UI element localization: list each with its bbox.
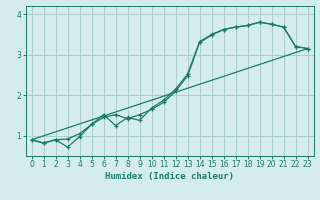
X-axis label: Humidex (Indice chaleur): Humidex (Indice chaleur) (105, 172, 234, 181)
